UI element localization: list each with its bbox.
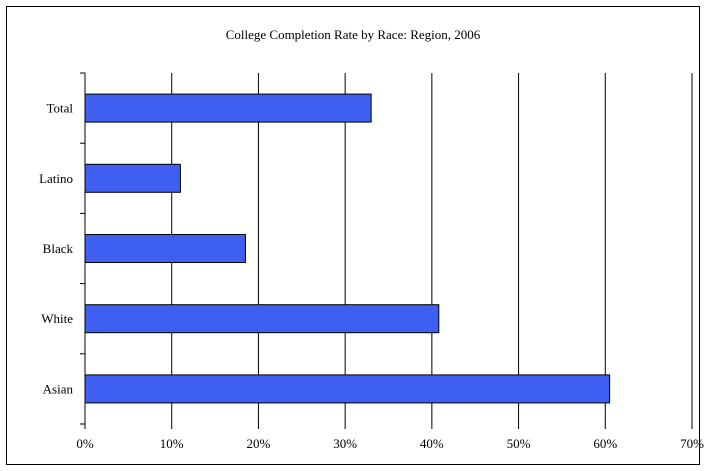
y-category-label: Latino [39, 171, 73, 186]
bar [84, 234, 246, 263]
chart-title: College Completion Rate by Race: Region,… [225, 27, 481, 42]
x-tick-label: 10% [160, 436, 184, 451]
bar [84, 304, 440, 334]
y-category-label: Asian [43, 381, 74, 396]
gridlines [171, 73, 693, 424]
y-category-label: Total [46, 101, 73, 116]
bar [84, 374, 611, 404]
bar [84, 93, 372, 123]
x-tick-label: 70% [680, 436, 704, 451]
axis-labels: 0% 10% 20% 30% 40% 50% 60% 70% Total Latino Black W… [39, 101, 704, 451]
y-category-label: Black [43, 241, 74, 256]
bar [84, 163, 181, 193]
x-tick-label: 20% [247, 436, 271, 451]
x-tick-label: 0% [76, 436, 94, 451]
x-tick-label: 40% [420, 436, 444, 451]
x-tick-label: 60% [593, 436, 617, 451]
x-tick-label: 30% [333, 436, 357, 451]
x-tick-label: 50% [507, 436, 531, 451]
y-category-label: White [41, 311, 73, 326]
bars [84, 93, 611, 404]
